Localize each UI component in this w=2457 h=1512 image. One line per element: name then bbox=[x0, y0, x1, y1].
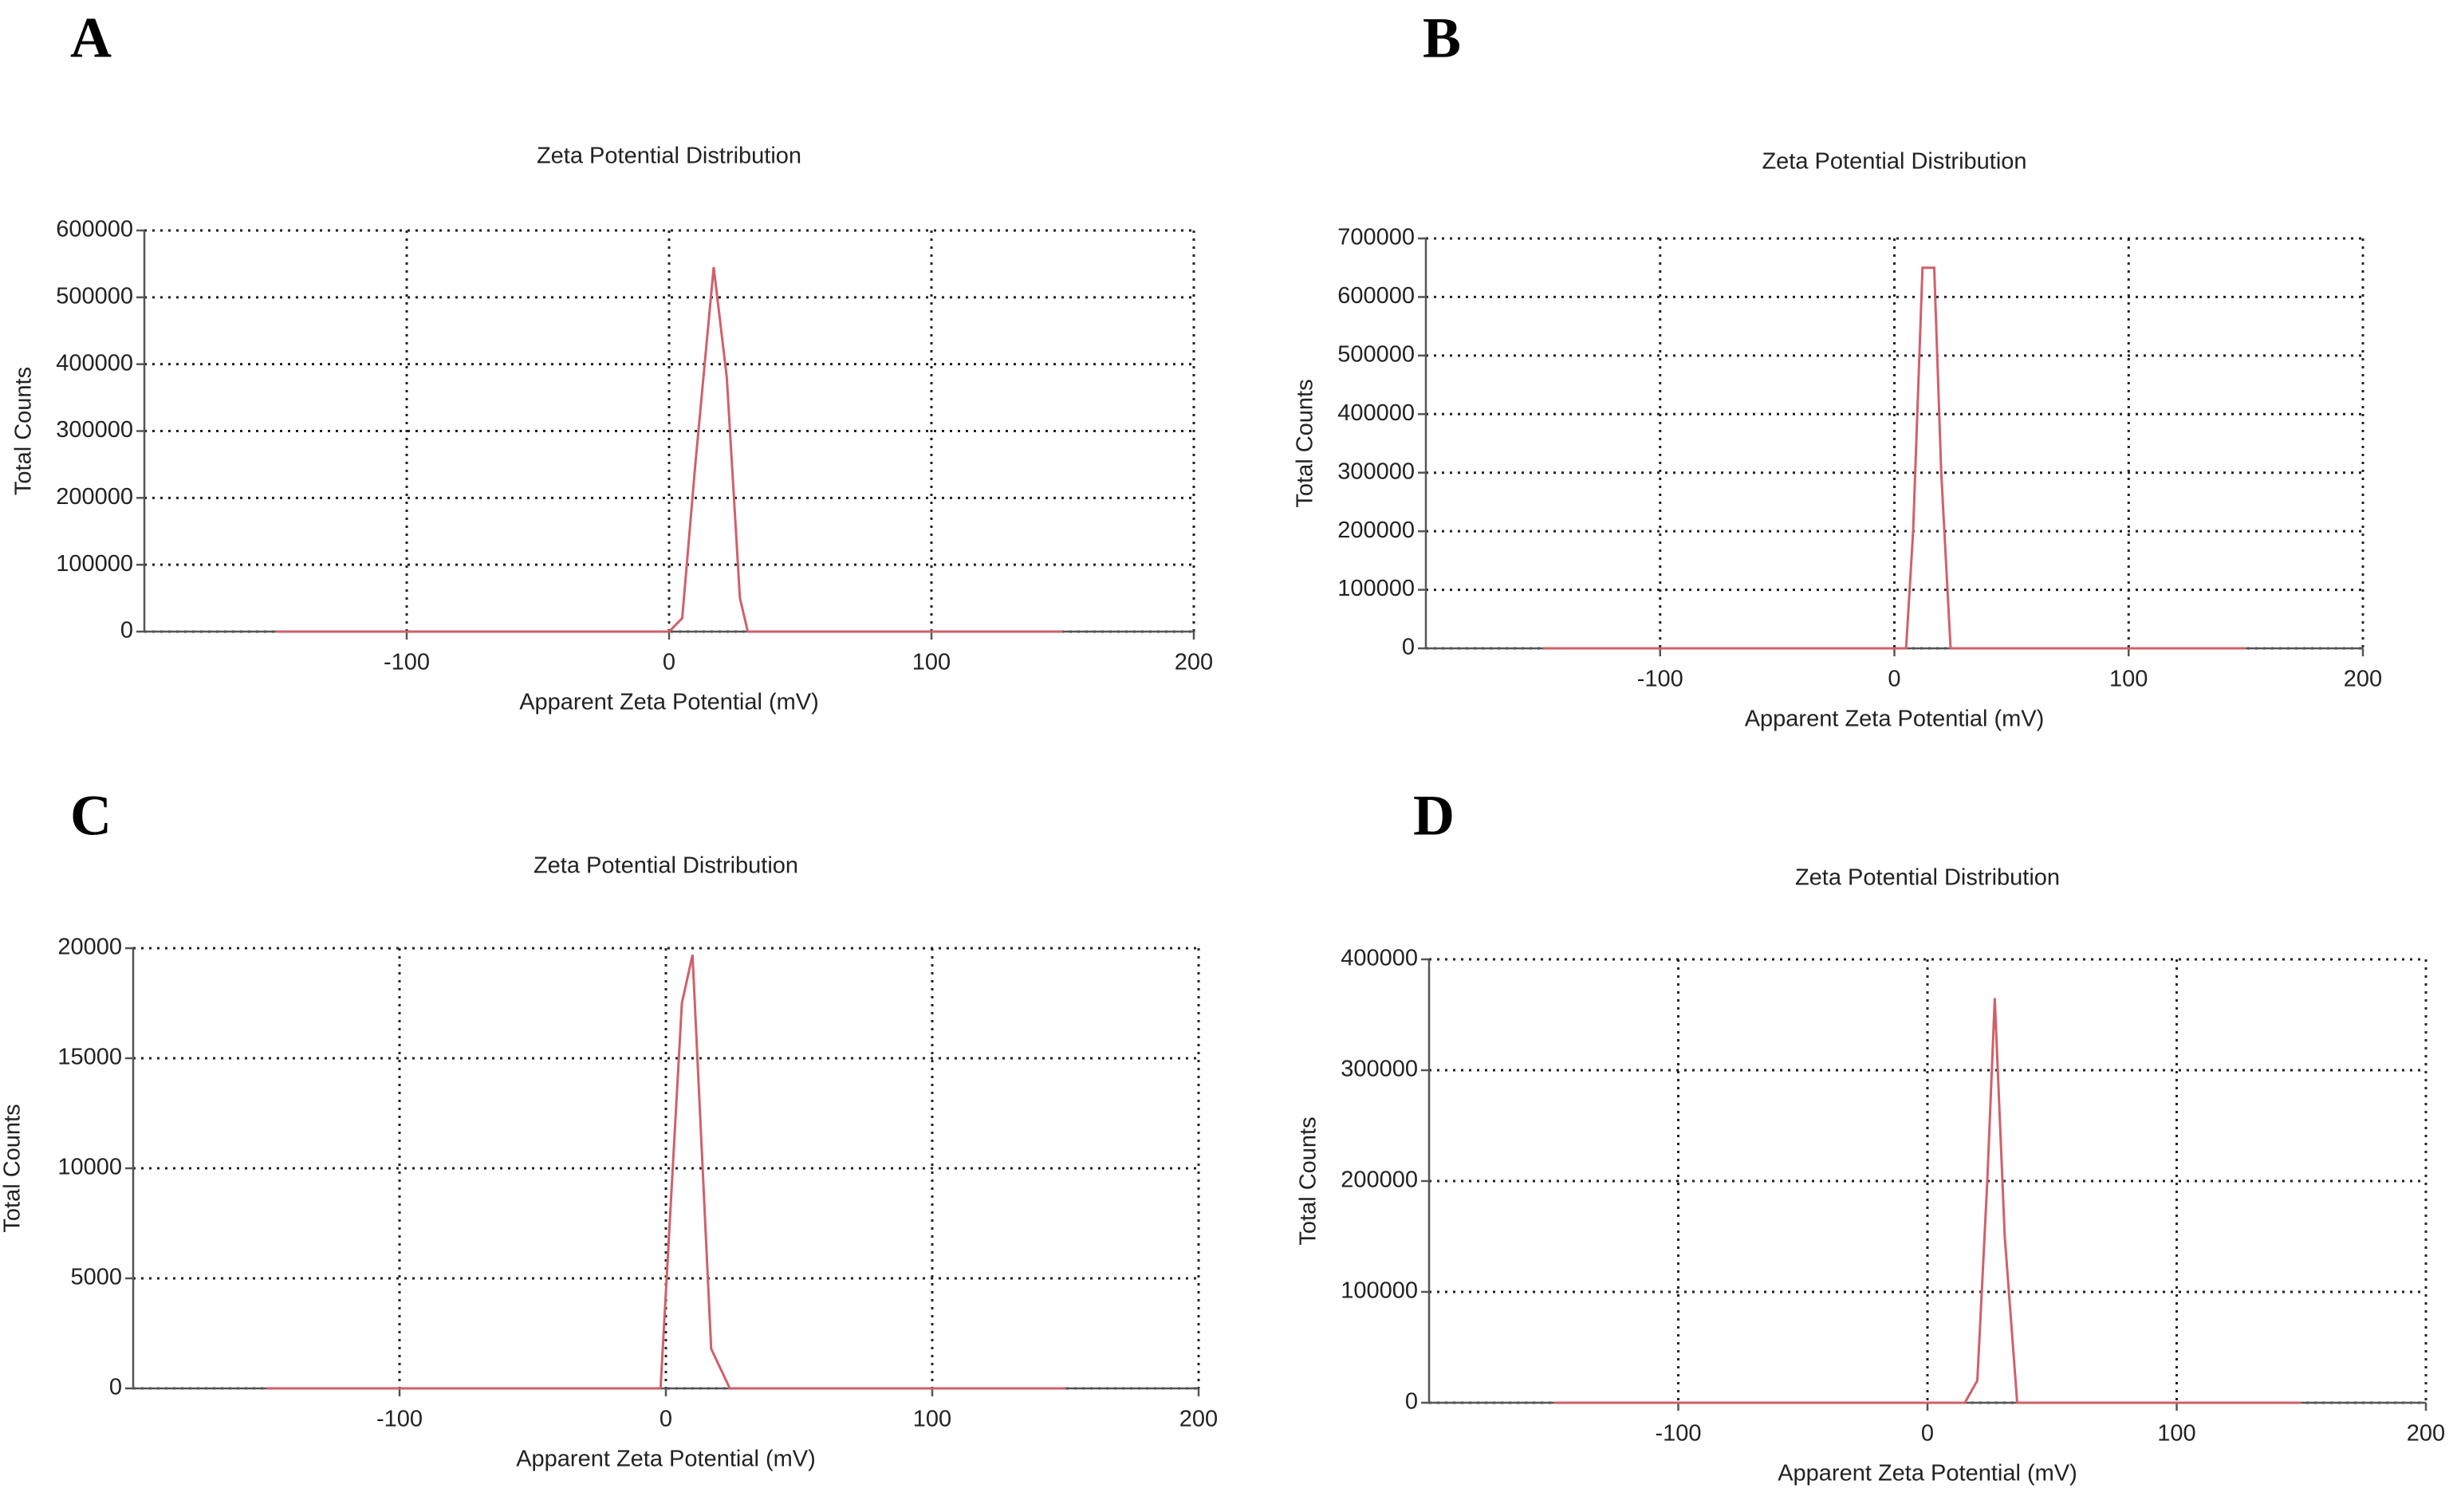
y-tick-label: 200000 bbox=[1337, 518, 1415, 543]
x-tick-label: 0 bbox=[660, 1407, 672, 1432]
x-tick-label: 100 bbox=[912, 650, 951, 675]
y-tick-label: 10000 bbox=[57, 1155, 122, 1180]
y-tick-label: 600000 bbox=[56, 217, 133, 242]
y-tick-label: 20000 bbox=[57, 935, 122, 960]
x-axis-label: Apparent Zeta Potential (mV) bbox=[1778, 1461, 2077, 1486]
y-tick-label: 100000 bbox=[1341, 1278, 1418, 1304]
y-tick-label: 700000 bbox=[1337, 225, 1415, 250]
y-tick-label: 300000 bbox=[56, 417, 133, 443]
x-tick-label: 200 bbox=[2344, 667, 2382, 692]
x-tick-label: 100 bbox=[2157, 1421, 2195, 1447]
y-tick-label: 200000 bbox=[1341, 1167, 1418, 1193]
x-tick-label: -100 bbox=[384, 650, 430, 675]
y-tick-label: 600000 bbox=[1337, 283, 1415, 309]
x-tick-label: 200 bbox=[1179, 1407, 1218, 1432]
y-tick-label: 100000 bbox=[1337, 576, 1415, 601]
panel-label: C bbox=[70, 784, 112, 848]
y-axis-label: Total Counts bbox=[1293, 379, 1318, 507]
y-tick-label: 500000 bbox=[1337, 342, 1415, 368]
y-tick-label: 0 bbox=[109, 1375, 122, 1400]
y-tick-label: 0 bbox=[1405, 1389, 1418, 1415]
y-tick-label: 500000 bbox=[56, 283, 133, 309]
y-tick-label: 0 bbox=[120, 618, 133, 644]
y-tick-label: 400000 bbox=[56, 350, 133, 376]
y-tick-label: 300000 bbox=[1341, 1057, 1418, 1082]
data-line bbox=[275, 266, 1063, 633]
data-line bbox=[1542, 266, 2246, 650]
x-tick-label: 0 bbox=[1888, 667, 1900, 692]
panel-label: D bbox=[1413, 784, 1455, 848]
x-tick-label: -100 bbox=[376, 1407, 423, 1432]
y-tick-label: 400000 bbox=[1337, 400, 1415, 426]
y-tick-label: 400000 bbox=[1341, 946, 1418, 971]
y-axis-label: Total Counts bbox=[0, 1104, 26, 1232]
chart-title: Zeta Potential Distribution bbox=[537, 144, 801, 169]
x-axis-label: Apparent Zeta Potential (mV) bbox=[519, 690, 819, 715]
chart-title: Zeta Potential Distribution bbox=[1795, 865, 2060, 891]
x-tick-label: 200 bbox=[1175, 650, 1213, 675]
chart-title: Zeta Potential Distribution bbox=[534, 853, 798, 879]
panel-label: A bbox=[70, 6, 112, 70]
x-axis-label: Apparent Zeta Potential (mV) bbox=[516, 1447, 816, 1472]
y-tick-label: 100000 bbox=[56, 551, 133, 577]
chart-title: Zeta Potential Distribution bbox=[1762, 149, 2026, 175]
x-tick-label: -100 bbox=[1655, 1421, 1701, 1447]
x-tick-label: 100 bbox=[913, 1407, 951, 1432]
data-line bbox=[1553, 998, 2301, 1404]
x-tick-label: 0 bbox=[1921, 1421, 1934, 1447]
x-axis-label: Apparent Zeta Potential (mV) bbox=[1745, 707, 2045, 732]
panel-label: B bbox=[1423, 6, 1461, 70]
y-tick-label: 200000 bbox=[56, 484, 133, 510]
x-tick-label: 200 bbox=[2407, 1421, 2445, 1447]
y-tick-label: 5000 bbox=[70, 1265, 122, 1290]
y-axis-label: Total Counts bbox=[1296, 1116, 1321, 1245]
y-axis-label: Total Counts bbox=[11, 367, 37, 495]
x-tick-label: 0 bbox=[663, 650, 675, 675]
y-tick-label: 0 bbox=[1402, 635, 1415, 660]
x-tick-label: 100 bbox=[2109, 667, 2148, 692]
x-tick-label: -100 bbox=[1637, 667, 1683, 692]
data-line bbox=[266, 954, 1065, 1390]
y-tick-label: 300000 bbox=[1337, 459, 1415, 484]
y-tick-label: 15000 bbox=[57, 1045, 122, 1070]
